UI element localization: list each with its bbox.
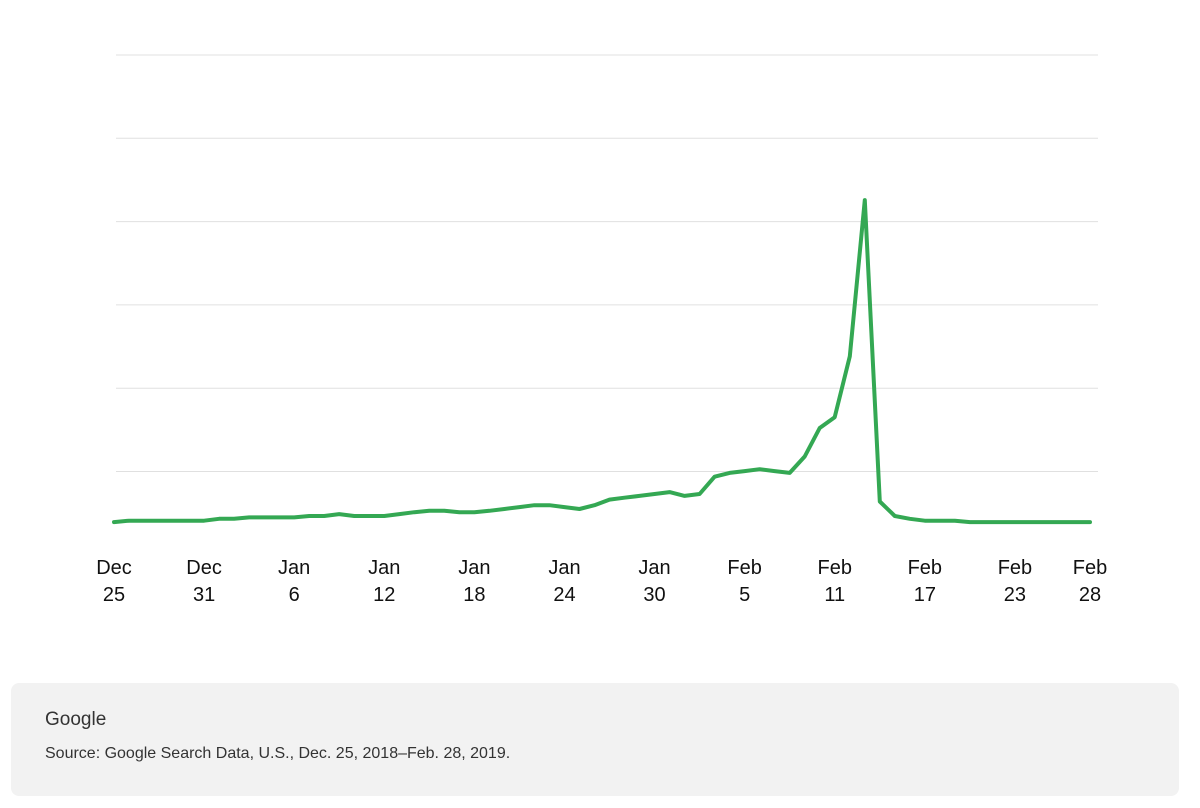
x-tick-label: Dec 31 bbox=[186, 557, 222, 606]
x-tick-label: Feb 11 bbox=[818, 557, 852, 606]
x-tick-label: Jan 6 bbox=[278, 557, 310, 606]
x-tick-label: Feb 5 bbox=[727, 557, 761, 606]
x-tick-label: Dec 25 bbox=[96, 557, 132, 606]
line-chart: Dec 25 Dec 31 Jan 6 Jan 12 Jan 18 Jan 24 Jan 30 Feb 5 Fe… bbox=[96, 54, 1107, 606]
x-tick-label: Feb 17 bbox=[908, 557, 942, 606]
gridlines bbox=[116, 54, 1098, 472]
source-footer: Google Source: Google Search Data, U.S.,… bbox=[11, 683, 1179, 796]
x-tick-label: Feb 23 bbox=[998, 557, 1032, 606]
x-axis-tick-labels: Dec 25 Dec 31 Jan 6 Jan 12 Jan 18 Jan 24 Jan 30 Feb 5 Fe… bbox=[96, 557, 1107, 606]
footer-source: Source: Google Search Data, U.S., Dec. 2… bbox=[45, 745, 511, 762]
x-tick-label: Jan 18 bbox=[458, 557, 490, 606]
x-tick-label: Jan 12 bbox=[368, 557, 400, 606]
series-line bbox=[112, 198, 1092, 525]
x-tick-label: Jan 24 bbox=[548, 557, 580, 606]
x-tick-label: Jan 30 bbox=[638, 557, 670, 606]
series-layer bbox=[112, 198, 1092, 525]
footer-brand: Google bbox=[45, 709, 107, 730]
x-tick-label: Feb 28 bbox=[1073, 557, 1107, 606]
